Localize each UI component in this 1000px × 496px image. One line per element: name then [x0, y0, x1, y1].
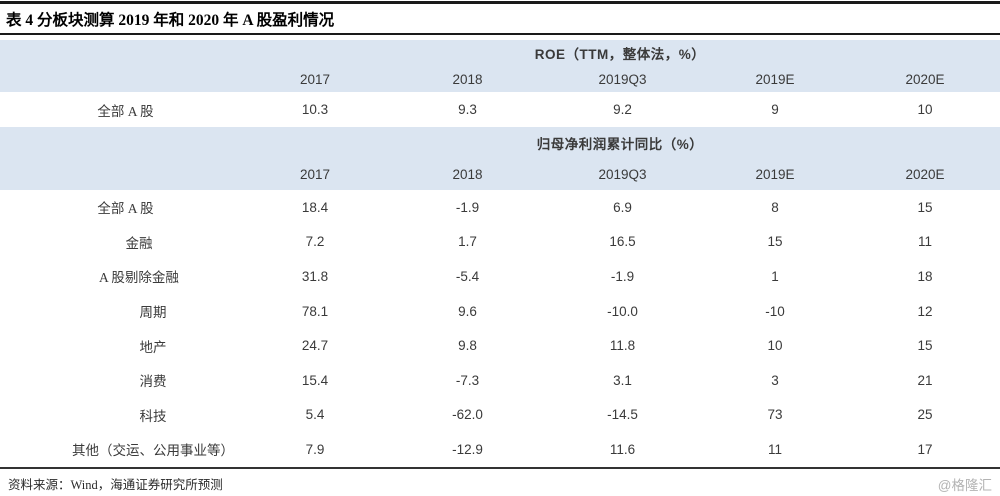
empty-cell: [0, 127, 240, 159]
cell: 9.6: [458, 303, 477, 319]
cell: 11.6: [609, 441, 636, 457]
cell: -10.0: [607, 303, 638, 319]
gelonghui-watermark: @格隆汇: [937, 477, 992, 493]
cell: 11.8: [609, 338, 636, 354]
cell: 6.9: [613, 199, 632, 215]
row-label: 其他（交运、公用事业等）: [72, 443, 234, 459]
cell: 16.5: [609, 234, 636, 250]
row-cyclicals: 周期 78.1 9.6 -10.0 -10 12: [0, 294, 1000, 329]
table-title: 表 4 分板块测算 2019 年和 2020 年 A 股盈利情况: [6, 11, 335, 29]
cell: 5.4: [305, 407, 325, 423]
cell: 15: [767, 234, 783, 250]
cell: 9: [771, 102, 779, 117]
cell: 9.3: [458, 102, 477, 117]
row-all-a-shares: 全部 A 股 18.4 -1.9 6.9 8 15: [0, 190, 1000, 225]
section-roe-title: ROE（TTM，整体法，%）: [390, 40, 851, 66]
cell: -1.9: [455, 199, 480, 215]
cell: 15: [917, 199, 933, 215]
section-netprofit-title: 归母净利润累计同比（%）: [390, 127, 851, 159]
col-header-2019e: 2019E: [700, 66, 851, 92]
cell: 25: [917, 407, 933, 423]
cell: -14.5: [607, 407, 638, 423]
cell: 7.2: [305, 234, 325, 250]
cell: 1: [771, 268, 779, 284]
cell: 10: [767, 338, 783, 354]
cell: 7.9: [305, 441, 325, 457]
section-roe-header-row: ROE（TTM，整体法，%）: [0, 40, 1000, 66]
empty-cell: [850, 40, 1000, 66]
cell: 10.3: [301, 102, 329, 117]
cell: 17: [917, 441, 933, 457]
col-header-2019q3: 2019Q3: [545, 66, 700, 92]
col-header-2018: 2018: [390, 159, 545, 190]
top-rule: [0, 1, 1000, 4]
row-all-a-shares-roe: 全部 A 股 10.3 9.3 9.2 9 10: [0, 92, 1000, 127]
row-real-estate: 地产 24.7 9.8 11.8 10 15: [0, 328, 1000, 363]
cell: -1.9: [610, 268, 635, 284]
row-technology: 科技 5.4 -62.0 -14.5 73 25: [0, 398, 1000, 433]
row-label: 金融: [125, 235, 153, 251]
cell: 15: [917, 338, 933, 354]
cell: 11: [768, 441, 783, 457]
col-header-2017: 2017: [240, 159, 390, 190]
row-label: A 股剔除金融: [99, 270, 179, 286]
row-label: 科技: [139, 408, 167, 424]
row-label: 全部 A 股: [97, 103, 154, 119]
netprofit-column-header-row: 2017 2018 2019Q3 2019E 2020E: [0, 159, 1000, 190]
cell: 73: [767, 407, 783, 423]
cell: 31.8: [301, 268, 329, 284]
profit-table: ROE（TTM，整体法，%） 2017 2018 2019Q3 2019E 20…: [0, 40, 1000, 467]
row-a-shares-ex-financials: A 股剔除金融 31.8 -5.4 -1.9 1 18: [0, 259, 1000, 294]
empty-cell: [0, 40, 240, 66]
empty-cell: [240, 127, 390, 159]
cell: -10: [765, 303, 785, 319]
cell: 10: [917, 102, 933, 117]
section-netprofit-header-row: 归母净利润累计同比（%）: [0, 127, 1000, 159]
col-header-2019q3: 2019Q3: [545, 159, 700, 190]
cell: 3: [771, 372, 779, 388]
col-header-2020e: 2020E: [850, 159, 1000, 190]
cell: 9.2: [613, 102, 632, 117]
row-label: 地产: [139, 339, 167, 355]
cell: -7.3: [455, 372, 480, 388]
row-label: 全部 A 股: [97, 201, 154, 217]
cell: -62.0: [452, 407, 483, 423]
cell: 21: [917, 372, 933, 388]
row-label: 消费: [139, 374, 167, 390]
empty-cell: [240, 40, 390, 66]
cell: 8: [771, 199, 779, 215]
row-others: 其他（交运、公用事业等） 7.9 -12.9 11.6 11 17: [0, 432, 1000, 467]
col-header-2017: 2017: [240, 66, 390, 92]
footer-rule: [0, 466, 1000, 469]
cell: -12.9: [452, 441, 483, 457]
row-financials: 金融 7.2 1.7 16.5 15 11: [0, 225, 1000, 260]
col-header-2020e: 2020E: [850, 66, 1000, 92]
cell: 15.4: [301, 372, 329, 388]
cell: 11: [918, 234, 933, 250]
cell: 78.1: [301, 303, 329, 319]
title-underline: [0, 33, 1000, 35]
empty-cell: [0, 159, 240, 190]
source-note: 资料来源：Wind，海通证券研究所预测: [8, 477, 223, 492]
cell: -5.4: [455, 268, 480, 284]
footer: 资料来源：Wind，海通证券研究所预测 @格隆汇: [0, 469, 1000, 494]
col-header-2018: 2018: [390, 66, 545, 92]
empty-cell: [850, 127, 1000, 159]
empty-cell: [0, 66, 240, 92]
cell: 3.1: [613, 372, 632, 388]
col-header-2019e: 2019E: [700, 159, 851, 190]
cell: 24.7: [301, 338, 329, 354]
cell: 9.8: [458, 338, 477, 354]
row-consumer: 消费 15.4 -7.3 3.1 3 21: [0, 363, 1000, 398]
cell: 1.7: [458, 234, 477, 250]
row-label: 周期: [139, 305, 167, 321]
cell: 18: [917, 268, 933, 284]
cell: 18.4: [301, 199, 329, 215]
roe-column-header-row: 2017 2018 2019Q3 2019E 2020E: [0, 66, 1000, 92]
cell: 12: [917, 303, 933, 319]
